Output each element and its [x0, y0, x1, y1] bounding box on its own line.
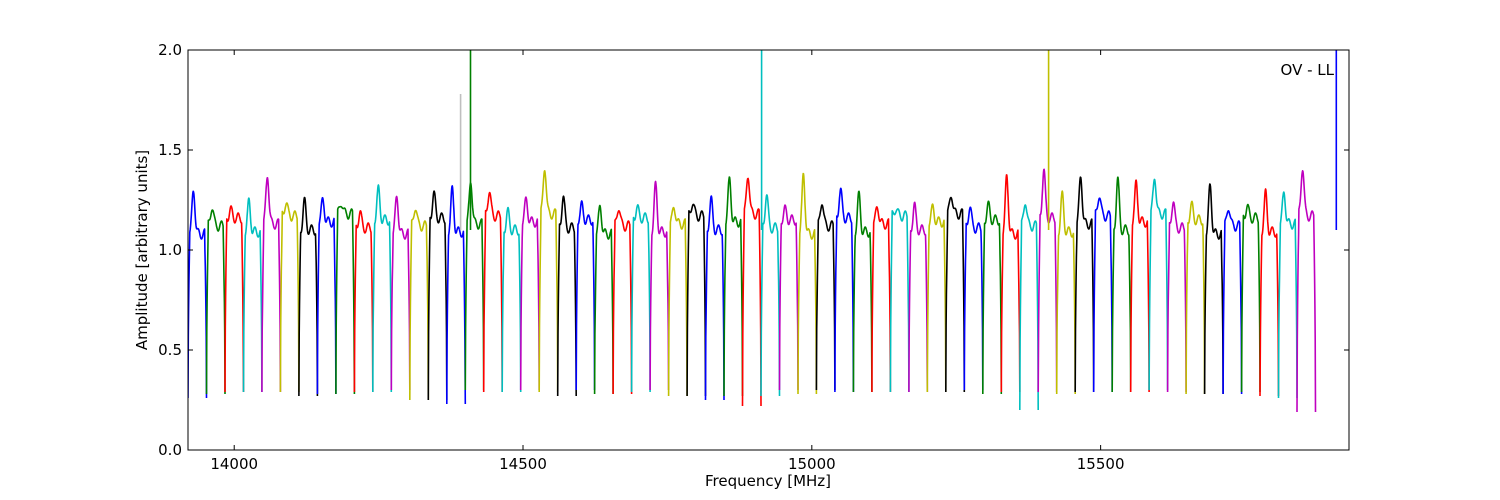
- band-series-line: [1185, 200, 1206, 395]
- band-series-line: [279, 202, 300, 393]
- band-series-line: [353, 210, 374, 393]
- band-series-line: [1148, 178, 1169, 391]
- band-series-line: [723, 176, 744, 397]
- band-series-line: [464, 182, 485, 391]
- band-series-line: [630, 204, 651, 393]
- band-series-line: [1111, 176, 1132, 393]
- x-tick-label: 15000: [788, 455, 836, 473]
- band-series-line: [797, 172, 818, 395]
- band-series-line: [871, 206, 892, 393]
- y-tick-label: 1.5: [158, 141, 182, 159]
- band-series-line: [1037, 168, 1058, 393]
- band-series-line: [371, 184, 393, 393]
- band-series-line: [1240, 203, 1261, 393]
- band-series-line: [538, 170, 559, 393]
- x-axis: 14000 14500 15000 15500: [210, 50, 1124, 473]
- band-series-line: [1259, 188, 1280, 397]
- band-series-line: [519, 196, 541, 391]
- chart-annotation: OV - LL: [1281, 61, 1335, 79]
- band-series-line: [445, 185, 467, 405]
- spike-layer: [459, 50, 1338, 230]
- band-series-line: [335, 205, 356, 395]
- band-series-line: [944, 196, 966, 393]
- y-tick-label: 2.0: [158, 41, 182, 59]
- band-series-line: [778, 204, 799, 391]
- band-series-line: [593, 204, 614, 395]
- band-series-line: [556, 195, 577, 397]
- y-axis: 0.0 0.5 1.0 1.5 2.0: [158, 41, 1349, 459]
- y-tick-label: 0.0: [158, 441, 182, 459]
- band-series-line: [1092, 197, 1113, 393]
- band-series-line: [1222, 210, 1243, 395]
- band-series-line: [1277, 191, 1298, 399]
- band-series-line: [1129, 179, 1150, 393]
- band-series-line: [1074, 176, 1095, 393]
- x-tick-label: 15500: [1077, 455, 1125, 473]
- band-series-line: [482, 191, 504, 393]
- band-series-line: [205, 209, 226, 395]
- band-series-line: [1018, 204, 1039, 411]
- band-series-line: [575, 200, 596, 391]
- band-series-line: [1166, 201, 1187, 393]
- band-series-line: [427, 190, 448, 401]
- band-series-line: [261, 177, 282, 393]
- band-series-line: [926, 203, 947, 393]
- plot-area: [187, 49, 1350, 451]
- band-series-line: [649, 180, 670, 391]
- band-series-line: [834, 187, 855, 393]
- band-series-line: [686, 203, 707, 397]
- series-layer: [188, 168, 1317, 413]
- band-series-line: [501, 206, 522, 393]
- band-series-line: [1000, 174, 1021, 393]
- band-series-line: [760, 194, 781, 397]
- band-series-line: [298, 196, 319, 397]
- band-series-line: [667, 206, 688, 397]
- band-series-line: [1055, 190, 1076, 395]
- y-tick-label: 0.5: [158, 341, 182, 359]
- band-series-line: [1203, 183, 1224, 395]
- band-series-line: [224, 205, 245, 393]
- x-tick-label: 14000: [210, 455, 258, 473]
- band-series-line: [408, 209, 430, 401]
- band-series-line: [908, 201, 929, 393]
- band-series-line: [612, 210, 633, 395]
- band-series-line: [188, 190, 208, 399]
- band-series-line: [852, 190, 873, 393]
- band-series-line: [981, 200, 1003, 395]
- band-series-line: [815, 204, 836, 391]
- band-series-line: [1296, 170, 1317, 413]
- y-axis-label: Amplitude [arbitrary units]: [133, 150, 151, 350]
- band-series-line: [390, 195, 411, 391]
- band-series-line: [242, 197, 263, 393]
- band-series-line: [741, 177, 762, 407]
- band-series-line: [963, 206, 984, 391]
- band-series-line: [889, 208, 910, 393]
- band-series-line: [704, 195, 725, 401]
- band-series-line: [316, 196, 337, 395]
- x-tick-label: 14500: [499, 455, 547, 473]
- plot-frame: [187, 49, 1350, 451]
- x-axis-label: Frequency [MHz]: [705, 472, 831, 490]
- y-tick-label: 1.0: [158, 241, 182, 259]
